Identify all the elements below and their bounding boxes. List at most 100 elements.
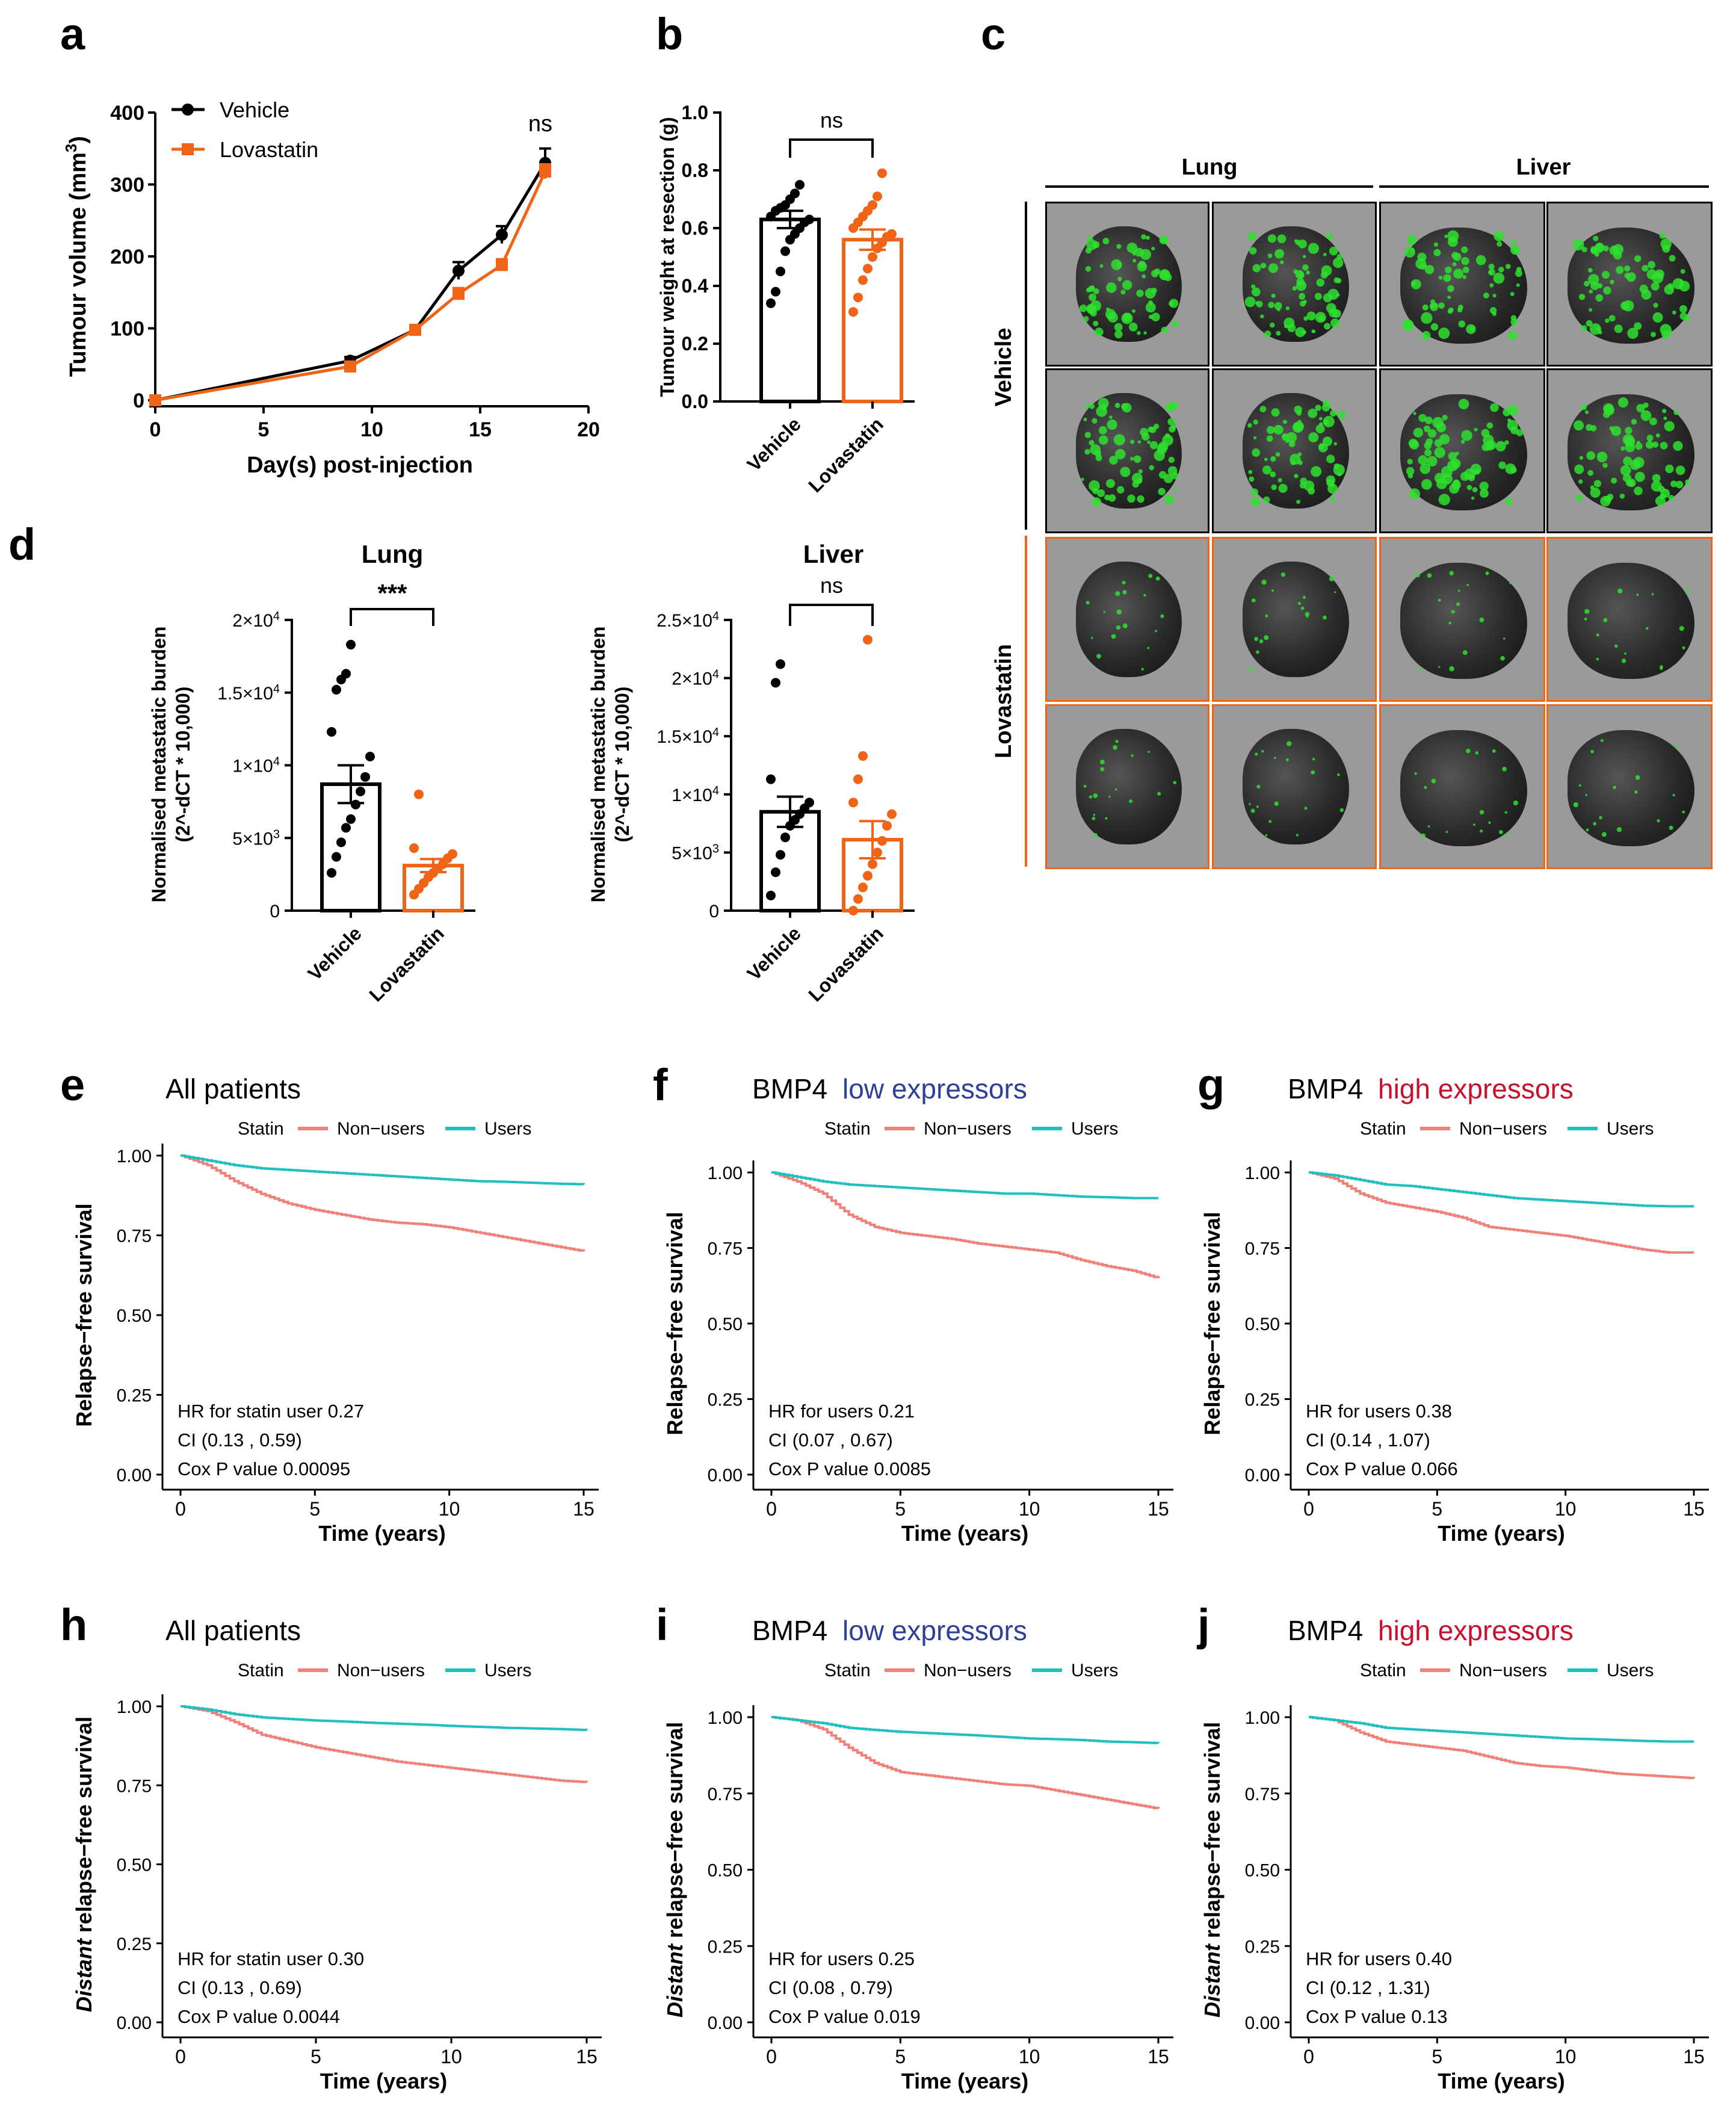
- metastasis-spot: [1141, 667, 1144, 671]
- metastasis-spot: [1252, 264, 1261, 273]
- metastasis-spot: [1586, 828, 1589, 832]
- y-tick-label: 0.75: [708, 1785, 743, 1804]
- metastasis-spot: [1472, 823, 1475, 826]
- x-tick-label: 15: [1683, 2046, 1705, 2067]
- metastasis-spot: [1623, 456, 1633, 466]
- metastasis-spot: [1434, 447, 1445, 458]
- metastasis-spot: [1089, 403, 1095, 409]
- metastasis-spot: [1096, 654, 1101, 659]
- chart-title-gene: BMP4: [1288, 1615, 1371, 1646]
- fluorescent-metastases: [1249, 572, 1336, 671]
- y-axis-label-line2: (2^-dCT * 10,000): [172, 687, 194, 843]
- metastasis-spot: [1471, 496, 1475, 500]
- y-tick-label: 1×104: [232, 755, 280, 776]
- y-axis-label-text: relapse−free survival: [663, 1722, 687, 1944]
- metastasis-spot: [1502, 766, 1507, 772]
- metastasis-spot: [1669, 825, 1673, 830]
- metastasis-spot: [1585, 793, 1588, 796]
- metastasis-spot: [1315, 424, 1325, 434]
- km-curve-users: [181, 1705, 588, 1732]
- fluorescent-metastases: [1081, 398, 1179, 507]
- x-tick-label: 5: [258, 418, 270, 441]
- series-line-lovastatin: [155, 170, 547, 402]
- metastasis-spot: [1431, 778, 1436, 784]
- km-curve-non-users: [1309, 1171, 1694, 1254]
- fluorescent-metastases: [1414, 748, 1518, 838]
- metastasis-spot: [1147, 440, 1151, 444]
- metastasis-spot: [1133, 455, 1141, 463]
- metastasis-spot: [1247, 232, 1256, 241]
- metastasis-spot: [1323, 419, 1329, 425]
- y-tick-label: 0: [270, 902, 280, 921]
- metastasis-spot: [1636, 404, 1645, 413]
- km-curve-users: [771, 1171, 1158, 1200]
- x-tick-label: Lovastatin: [804, 413, 888, 497]
- metastasis-spot: [1300, 300, 1306, 307]
- y-axis-label-text: Tumour volume (mm: [66, 152, 91, 377]
- metastasis-spot: [1251, 287, 1261, 297]
- y-tick-label: 1.00: [708, 1708, 743, 1728]
- metastasis-spot: [1172, 320, 1179, 327]
- metastasis-spot: [1603, 618, 1608, 622]
- metastasis-spot: [1481, 443, 1490, 451]
- lung-tissue: [1076, 728, 1182, 845]
- metastasis-spot: [1323, 293, 1332, 303]
- metastasis-spot: [1601, 832, 1607, 837]
- metastasis-spot: [1115, 740, 1119, 743]
- metastasis-spot: [1114, 403, 1120, 408]
- y-tick-label: 0.75: [117, 1227, 152, 1246]
- photo-lovastatin-lung-1: [1045, 537, 1209, 702]
- data-point-vehicle: [795, 180, 805, 190]
- x-tick-label: 15: [1148, 2046, 1169, 2067]
- metastasis-spot: [1503, 408, 1511, 417]
- metastasis-spot: [1421, 833, 1426, 838]
- metastasis-spot: [1485, 571, 1489, 575]
- data-point-lovastatin: [858, 882, 868, 893]
- x-tick-label: Vehicle: [743, 413, 805, 475]
- metastasis-spot: [1662, 244, 1670, 253]
- liver-tissue: [1400, 563, 1527, 680]
- x-tick-label: 15: [469, 418, 492, 441]
- metastasis-spot: [1333, 463, 1340, 469]
- metastasis-spot: [1574, 464, 1584, 474]
- metastasis-spot: [1622, 434, 1634, 445]
- metastasis-spot: [1455, 451, 1459, 456]
- metastasis-spot: [1128, 322, 1138, 332]
- y-tick-base: 1.5×10: [656, 727, 712, 747]
- metastasis-spot: [1105, 817, 1108, 820]
- data-point-lovastatin: [453, 288, 465, 300]
- metastasis-spot: [1493, 272, 1505, 284]
- metastasis-spot: [1256, 784, 1261, 789]
- metastasis-spot: [1602, 245, 1609, 252]
- y-tick-exp: 4: [712, 726, 719, 739]
- metastasis-spot: [1093, 793, 1098, 799]
- metastasis-spot: [1107, 312, 1118, 323]
- metastasis-spot: [1614, 324, 1623, 333]
- y-tick-label: 400: [110, 102, 144, 125]
- photo-vehicle-liver-3: [1379, 368, 1545, 533]
- data-point-vehicle: [766, 890, 776, 900]
- metastasis-spot: [1619, 494, 1625, 499]
- metastasis-spot: [1406, 235, 1417, 245]
- metastasis-spot: [1141, 432, 1150, 441]
- chart-title: BMP4 low expressors: [752, 1615, 1027, 1646]
- data-point-lovastatin: [877, 836, 887, 846]
- metastasis-spot: [1081, 477, 1084, 482]
- metastasis-spot: [1445, 266, 1452, 274]
- y-tick-label: 1.0: [682, 102, 708, 123]
- metastasis-spot: [1662, 409, 1667, 413]
- y-tick-label: 0.00: [708, 1466, 743, 1485]
- metastasis-spot: [1403, 320, 1412, 330]
- metastasis-spot: [1249, 667, 1253, 671]
- metastasis-spot: [1329, 497, 1335, 502]
- metastasis-spot: [1083, 417, 1087, 422]
- y-axis-label-sup: 3: [62, 144, 80, 152]
- metastasis-spot: [1165, 403, 1175, 412]
- metastasis-spot: [1634, 255, 1642, 262]
- metastasis-spot: [1108, 494, 1116, 502]
- metastasis-spot: [1589, 308, 1593, 312]
- y-tick-label: 1×104: [672, 784, 719, 805]
- metastasis-spot: [1633, 457, 1645, 468]
- metastasis-spot: [1247, 423, 1252, 428]
- metastasis-spot: [1263, 496, 1270, 504]
